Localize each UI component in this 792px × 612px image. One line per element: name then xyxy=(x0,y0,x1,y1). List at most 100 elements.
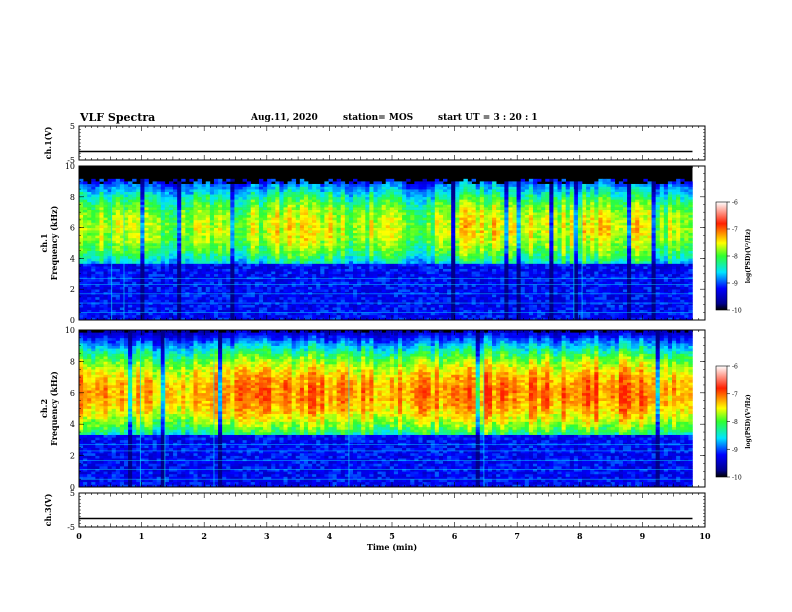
spec-cell xyxy=(427,276,431,279)
spec-cell xyxy=(91,181,95,184)
spec-cell xyxy=(140,282,144,285)
spec-cell xyxy=(304,297,308,300)
spec-cell xyxy=(259,184,263,187)
spec-cell xyxy=(136,258,140,261)
spec-cell xyxy=(173,225,177,228)
spec-cell xyxy=(230,248,234,251)
spec-cell xyxy=(345,297,349,300)
spec-cell xyxy=(165,248,169,251)
spec-cell xyxy=(431,261,435,264)
spec-cell xyxy=(206,228,210,231)
spec-cell xyxy=(169,307,173,310)
spec-cell xyxy=(95,210,99,213)
spec-cell xyxy=(435,233,439,236)
spec-cell xyxy=(104,246,108,249)
spec-cell xyxy=(132,217,136,220)
spec-cell xyxy=(382,279,386,282)
spec-cell xyxy=(394,315,398,318)
spec-cell xyxy=(414,235,418,238)
spec-cell xyxy=(226,251,230,254)
spec-cell xyxy=(402,187,406,190)
spec-cell xyxy=(234,258,238,261)
spec-cell xyxy=(202,312,206,315)
spec-cell xyxy=(308,212,312,215)
spec-cell xyxy=(333,282,337,285)
spec-cell xyxy=(369,258,373,261)
spec-cell xyxy=(292,315,296,318)
spec-cell xyxy=(144,187,148,190)
spec-cell xyxy=(394,194,398,197)
spec-cell xyxy=(83,235,87,238)
spec-cell xyxy=(386,199,390,202)
spec-cell xyxy=(194,312,198,315)
spec-cell xyxy=(194,217,198,220)
spec-cell xyxy=(373,315,377,318)
spec-cell xyxy=(132,289,136,292)
spec-cell xyxy=(251,199,255,202)
spec-cell xyxy=(124,253,128,256)
spec-cell xyxy=(365,271,369,274)
spec-cell xyxy=(234,276,238,279)
spec-cell xyxy=(361,194,365,197)
spec-cell xyxy=(386,307,390,310)
spec-cell xyxy=(406,187,410,190)
spec-cell xyxy=(112,192,116,195)
spec-cell xyxy=(337,289,341,292)
spec-cell xyxy=(112,248,116,251)
spec-cell xyxy=(386,202,390,205)
spec-cell xyxy=(316,192,320,195)
spec-cell xyxy=(300,269,304,272)
spec-cell xyxy=(243,233,247,236)
spec-cell xyxy=(337,207,341,210)
spec-cell xyxy=(390,215,394,218)
spec-cell xyxy=(181,187,185,190)
spec-cell xyxy=(414,210,418,213)
spec-cell xyxy=(194,240,198,243)
spec-cell xyxy=(194,197,198,200)
spec-cell xyxy=(194,220,198,223)
spec-cell xyxy=(95,222,99,225)
spec-cell xyxy=(95,240,99,243)
spec-cell xyxy=(243,228,247,231)
spec-cell xyxy=(406,184,410,187)
spec-cell xyxy=(226,228,230,231)
spec-cell xyxy=(406,289,410,292)
spec-cell xyxy=(112,274,116,277)
spec-cell xyxy=(279,199,283,202)
spec-cell xyxy=(431,289,435,292)
spec-cell xyxy=(222,312,226,315)
spec-cell xyxy=(185,210,189,213)
spec-cell xyxy=(333,187,337,190)
spec-cell xyxy=(206,287,210,290)
spec-cell xyxy=(91,179,95,182)
spec-cell xyxy=(112,233,116,236)
spec-cell xyxy=(95,276,99,279)
spec-cell xyxy=(337,199,341,202)
spec-cell xyxy=(120,187,124,190)
spec-cell xyxy=(214,282,218,285)
spec-cell xyxy=(414,212,418,215)
spec-cell xyxy=(214,197,218,200)
spec-cell xyxy=(79,276,83,279)
spec-cell xyxy=(333,258,337,261)
spec-cell xyxy=(173,253,177,256)
spec-cell xyxy=(140,243,144,246)
spec-cell xyxy=(124,217,128,220)
spec-cell xyxy=(218,315,222,318)
spec-cell xyxy=(279,207,283,210)
spec-cell xyxy=(304,187,308,190)
spec-cell xyxy=(410,271,414,274)
spec-cell xyxy=(247,238,251,241)
spec-cell xyxy=(218,264,222,267)
spec-cell xyxy=(308,228,312,231)
spec-cell xyxy=(181,199,185,202)
spec-cell xyxy=(99,228,103,231)
spec-cell xyxy=(173,202,177,205)
spec-cell xyxy=(402,240,406,243)
spec-cell xyxy=(206,302,210,305)
spec-cell xyxy=(218,240,222,243)
spec-cell xyxy=(263,276,267,279)
spec-cell xyxy=(185,199,189,202)
spec-cell xyxy=(218,197,222,200)
spec-cell xyxy=(263,235,267,238)
